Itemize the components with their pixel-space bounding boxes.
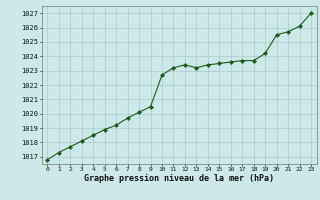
X-axis label: Graphe pression niveau de la mer (hPa): Graphe pression niveau de la mer (hPa) (84, 174, 274, 183)
